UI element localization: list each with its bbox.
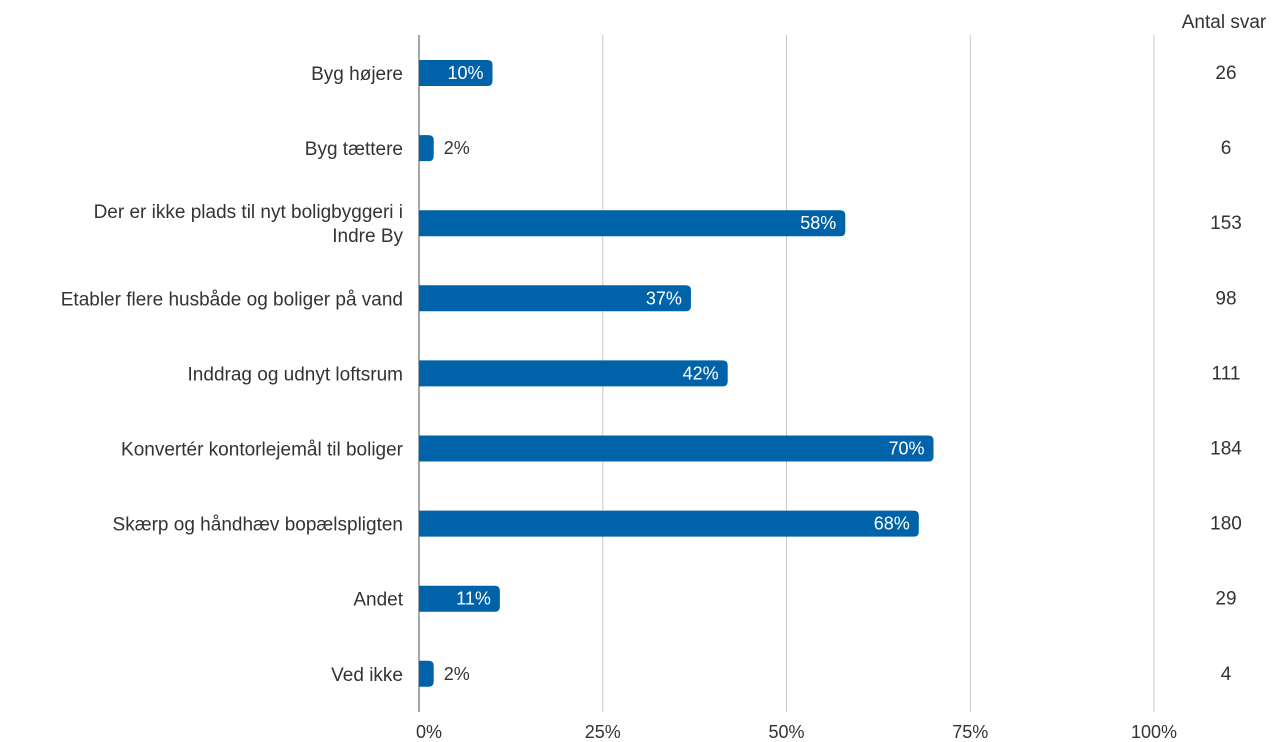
- count-value: 26: [1215, 63, 1236, 84]
- bar: [419, 135, 434, 162]
- value-label: 10%: [447, 63, 483, 83]
- count-value: 153: [1210, 213, 1242, 234]
- bar: [419, 60, 493, 86]
- bar: [419, 510, 919, 537]
- value-labels: 10% 2% 58% 37% 42% 70% 68% 11% 2%: [444, 63, 925, 684]
- count-value: 29: [1215, 589, 1236, 610]
- count-value: 180: [1210, 514, 1242, 535]
- bars: [419, 60, 934, 687]
- x-tick-label: 50%: [768, 722, 804, 742]
- x-tick-label: 0%: [416, 722, 442, 742]
- value-label: 42%: [683, 363, 719, 383]
- count-value: 98: [1215, 288, 1236, 309]
- x-tick-label: 75%: [952, 722, 988, 742]
- value-label: 70%: [888, 439, 924, 459]
- value-label: 2%: [444, 138, 470, 158]
- bar: [419, 210, 846, 237]
- category-label: Byg tættere: [305, 139, 403, 160]
- category-label: Konvertér kontorlejemål til boliger: [121, 440, 404, 461]
- counts-header: Antal svar: [1182, 12, 1267, 33]
- bar: [419, 585, 500, 612]
- category-label: Inddrag og udnyt loftsrum: [188, 364, 403, 385]
- category-label: Etabler flere husbåde og boliger på vand: [61, 289, 403, 310]
- value-label: 11%: [456, 589, 491, 609]
- category-label: Ved ikke: [331, 665, 403, 686]
- value-label: 2%: [444, 664, 470, 684]
- count-value: 6: [1221, 138, 1232, 159]
- bar: [419, 360, 728, 387]
- x-axis-tick-labels: 0% 25% 50% 75% 100%: [416, 722, 1177, 742]
- value-label: 58%: [800, 213, 836, 233]
- count-value: 111: [1212, 363, 1241, 384]
- x-tick-label: 100%: [1131, 722, 1177, 742]
- category-label: Byg højere: [311, 64, 403, 85]
- x-tick-label: 25%: [585, 722, 621, 742]
- count-value: 4: [1221, 664, 1232, 685]
- bar: [419, 285, 691, 312]
- category-label: Der er ikke plads til nyt boligbyggeri i…: [94, 202, 404, 247]
- count-value: 184: [1210, 439, 1242, 460]
- counts-column: 26 6 153 98 111 184 180 29 4: [1210, 63, 1242, 685]
- value-label: 37%: [646, 288, 682, 308]
- category-label: Skærp og håndhæv bopælspligten: [113, 515, 403, 536]
- category-label: Andet: [353, 590, 403, 611]
- bar: [419, 435, 934, 462]
- value-label: 68%: [874, 514, 910, 534]
- category-labels: Byg højere Byg tættere Der er ikke plads t…: [61, 64, 404, 686]
- bar: [419, 660, 434, 687]
